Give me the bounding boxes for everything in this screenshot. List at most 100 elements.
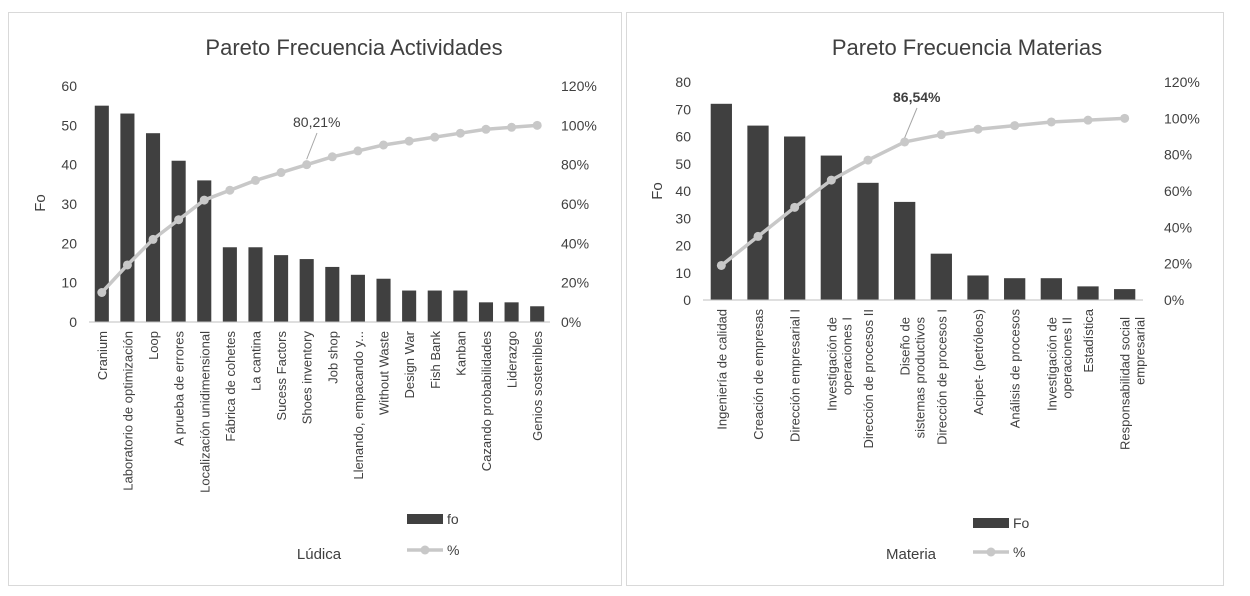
chart-title: Pareto Frecuencia Actividades — [205, 35, 502, 60]
cumulative-point — [148, 234, 158, 244]
x-tick-label: Ingeniería de calidad — [714, 309, 729, 430]
bar — [530, 306, 545, 322]
y-tick-label: 0 — [683, 292, 691, 308]
pareto-chart-actividades: Pareto Frecuencia Actividades Fo 0 10 20 30 40… — [32, 35, 597, 563]
bar — [894, 201, 916, 300]
cumulative-point — [716, 260, 726, 270]
bar — [350, 274, 365, 322]
cumulative-point — [327, 152, 337, 162]
y-tick-label: 40 — [61, 157, 77, 173]
bar — [299, 259, 314, 322]
cumulative-point — [379, 140, 389, 150]
cumulative-point — [276, 168, 286, 178]
bar — [120, 113, 135, 323]
bar — [274, 255, 289, 322]
bar — [747, 125, 769, 300]
chart-panel-actividades: Pareto Frecuencia Actividades Fo 0 10 20 30 40… — [8, 12, 622, 586]
legend-label-bar: fo — [447, 511, 459, 527]
x-tick-label: Kanban — [453, 331, 468, 376]
y-tick-label: 20 — [61, 235, 77, 251]
bar — [222, 247, 237, 322]
bar — [710, 103, 732, 300]
y2-tick-label: 80% — [1164, 147, 1192, 163]
cumulative-point — [430, 132, 440, 142]
y2-tick-label: 20% — [1164, 256, 1192, 272]
bar — [504, 302, 519, 322]
x-tick-label: Responsabilidad socialempresarial — [1118, 317, 1148, 450]
cumulative-point — [250, 175, 260, 185]
x-tick-label: La cantina — [248, 330, 263, 391]
legend-label-line: % — [1013, 544, 1025, 560]
legend-label-line: % — [447, 542, 459, 558]
cumulative-point — [1010, 121, 1020, 131]
x-tick-label: Genios sostenibles — [530, 331, 545, 441]
x-tick-label: Design War — [402, 330, 417, 398]
legend-swatch-bar — [407, 514, 443, 524]
bar — [1040, 278, 1062, 300]
y2-tick-label: 60% — [1164, 183, 1192, 199]
x-axis-label: Lúdica — [297, 546, 342, 563]
bar — [248, 247, 263, 322]
y2-tick-label: 20% — [561, 275, 589, 291]
y-tick-label: 30 — [61, 196, 77, 212]
x-tick-label: Análisis de procesos — [1008, 309, 1023, 429]
y2-tick-label: 60% — [561, 196, 589, 212]
bar — [376, 278, 391, 322]
cumulative-point — [826, 175, 836, 185]
cumulative-point — [753, 231, 763, 241]
bar — [1004, 278, 1026, 300]
y2-tick-label: 40% — [561, 235, 589, 251]
y-axis-label: Fo — [649, 182, 666, 200]
x-tick-label: Localización unidimensional — [197, 331, 212, 493]
y-tick-label: 0 — [69, 314, 77, 330]
chart-panel-materias: Pareto Frecuencia Materias Fo 0 10 20 30 40 50 6… — [626, 12, 1224, 586]
x-tick-label: Investigación deoperaciones I — [824, 317, 854, 411]
y-tick-label: 60 — [61, 78, 77, 94]
x-tick-label: Cazando probabilidades — [479, 331, 494, 472]
y-tick-label: 50 — [61, 117, 77, 133]
bar — [325, 266, 340, 322]
annotation-label: 80,21% — [293, 114, 340, 130]
cumulative-point — [174, 215, 184, 225]
y2-tick-label: 0% — [1164, 292, 1184, 308]
cumulative-line — [100, 123, 538, 294]
cumulative-point — [790, 202, 800, 212]
x-tick-label: Acipet- (petróleos) — [971, 309, 986, 415]
cumulative-line — [720, 116, 1125, 267]
x-tick-label: A prueba de errores — [172, 331, 187, 446]
cumulative-point — [532, 120, 542, 130]
y2-tick-label: 120% — [1164, 74, 1200, 90]
y2-tick-label: 100% — [561, 117, 597, 133]
legend-marker-line — [420, 545, 430, 555]
y2-tick-label: 40% — [1164, 219, 1192, 235]
cumulative-point — [122, 260, 132, 270]
y-tick-label: 60 — [675, 129, 691, 145]
y-tick-label: 80 — [675, 74, 691, 90]
cumulative-point — [225, 185, 235, 195]
x-tick-label: Cranium — [95, 331, 110, 380]
bar — [427, 290, 442, 322]
y-tick-label: 10 — [61, 275, 77, 291]
y2-tick-label: 100% — [1164, 110, 1200, 126]
bar — [820, 155, 842, 300]
x-axis-label: Materia — [886, 546, 937, 563]
y-tick-label: 30 — [675, 210, 691, 226]
cumulative-point — [936, 130, 946, 140]
bar — [857, 182, 879, 300]
x-tick-label: Fish Bank — [428, 331, 443, 389]
x-tick-label: Liderazgo — [505, 331, 520, 388]
x-tick-label: Diseño desistemas productivos — [898, 317, 928, 439]
chart-title: Pareto Frecuencia Materias — [832, 35, 1102, 60]
x-tick-label: Sucess Factors — [274, 331, 289, 421]
y-tick-label: 70 — [675, 101, 691, 117]
annotation-leader — [904, 107, 918, 138]
y2-tick-label: 0% — [561, 314, 581, 330]
cumulative-point — [973, 124, 983, 134]
bar — [1077, 286, 1099, 300]
bar — [171, 160, 186, 322]
x-tick-label: Laboratorio de optimización — [120, 331, 135, 491]
x-tick-label: Job shop — [325, 331, 340, 384]
cumulative-point — [302, 160, 312, 170]
x-tick-label: Dirección empresarial I — [788, 309, 803, 442]
x-tick-label: Creación de empresas — [751, 309, 766, 440]
